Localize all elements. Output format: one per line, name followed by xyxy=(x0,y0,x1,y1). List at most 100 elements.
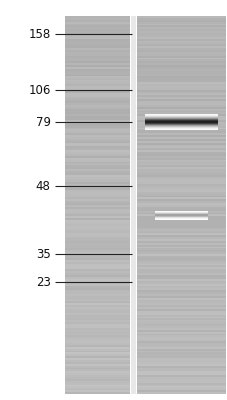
Bar xyxy=(65,169,129,171)
Bar xyxy=(136,232,225,233)
Bar xyxy=(136,162,225,164)
Bar xyxy=(65,199,129,201)
Bar xyxy=(136,392,225,394)
Bar xyxy=(65,277,129,279)
Bar xyxy=(65,201,129,203)
Bar xyxy=(65,360,129,362)
Bar xyxy=(136,226,225,228)
Bar xyxy=(136,254,225,256)
Bar xyxy=(65,347,129,349)
Bar xyxy=(136,194,225,196)
Bar xyxy=(136,103,225,105)
Bar xyxy=(136,309,225,311)
Bar xyxy=(136,352,225,354)
Bar xyxy=(65,114,129,116)
Bar xyxy=(136,99,225,101)
Bar xyxy=(136,350,225,352)
Bar xyxy=(65,383,129,384)
Bar xyxy=(65,146,129,148)
Bar xyxy=(65,377,129,379)
Bar xyxy=(65,46,129,48)
Bar xyxy=(136,158,225,160)
Bar xyxy=(65,95,129,97)
Bar xyxy=(136,360,225,362)
Bar xyxy=(65,237,129,239)
Bar xyxy=(65,20,129,22)
Bar xyxy=(65,379,129,381)
Bar xyxy=(65,124,129,126)
Bar xyxy=(65,207,129,209)
Bar xyxy=(65,205,129,207)
Bar xyxy=(136,264,225,266)
Bar xyxy=(65,309,129,311)
Bar xyxy=(65,150,129,152)
Bar xyxy=(65,63,129,65)
Bar xyxy=(65,192,129,194)
Bar xyxy=(65,300,129,301)
Bar xyxy=(136,177,225,178)
Bar xyxy=(136,182,225,184)
Bar xyxy=(136,222,225,224)
Bar xyxy=(136,205,225,207)
Bar xyxy=(65,29,129,31)
Bar xyxy=(65,18,129,20)
Bar xyxy=(136,156,225,158)
Bar xyxy=(136,188,225,190)
Bar xyxy=(65,248,129,250)
Bar xyxy=(65,211,129,212)
Bar xyxy=(136,275,225,277)
Bar xyxy=(65,358,129,360)
Text: 158: 158 xyxy=(28,28,50,40)
Bar xyxy=(65,332,129,334)
Bar xyxy=(65,336,129,337)
Bar xyxy=(65,56,129,58)
Bar xyxy=(136,186,225,188)
Bar xyxy=(65,330,129,332)
Bar xyxy=(65,126,129,128)
Bar xyxy=(65,180,129,182)
Bar xyxy=(136,42,225,44)
Bar xyxy=(65,305,129,307)
Bar xyxy=(65,50,129,52)
Bar xyxy=(65,350,129,352)
Bar xyxy=(136,71,225,73)
Bar xyxy=(136,322,225,324)
Bar xyxy=(65,78,129,80)
Bar xyxy=(136,343,225,345)
Bar xyxy=(65,122,129,124)
Bar xyxy=(136,37,225,39)
Bar xyxy=(65,266,129,267)
Bar xyxy=(136,250,225,252)
Bar xyxy=(65,290,129,292)
Bar xyxy=(65,74,129,76)
Bar xyxy=(136,243,225,245)
Bar xyxy=(65,349,129,350)
Bar xyxy=(136,143,225,144)
Bar xyxy=(65,109,129,110)
Bar xyxy=(136,370,225,371)
Bar xyxy=(65,152,129,154)
Bar xyxy=(136,362,225,364)
Bar xyxy=(65,279,129,281)
Bar xyxy=(136,46,225,48)
Bar xyxy=(136,379,225,381)
Bar xyxy=(65,69,129,71)
Bar xyxy=(136,109,225,110)
Bar xyxy=(65,92,129,94)
Bar xyxy=(65,107,129,109)
Bar xyxy=(65,24,129,26)
Bar xyxy=(136,313,225,315)
Bar xyxy=(136,82,225,84)
Bar xyxy=(136,18,225,20)
Bar xyxy=(65,222,129,224)
Bar xyxy=(136,192,225,194)
Bar xyxy=(65,52,129,54)
Bar xyxy=(65,22,129,24)
Bar xyxy=(65,26,129,27)
Bar xyxy=(65,245,129,246)
Bar xyxy=(136,67,225,69)
Bar xyxy=(65,220,129,222)
Bar xyxy=(65,352,129,354)
Bar xyxy=(136,137,225,139)
Text: 106: 106 xyxy=(28,84,50,96)
